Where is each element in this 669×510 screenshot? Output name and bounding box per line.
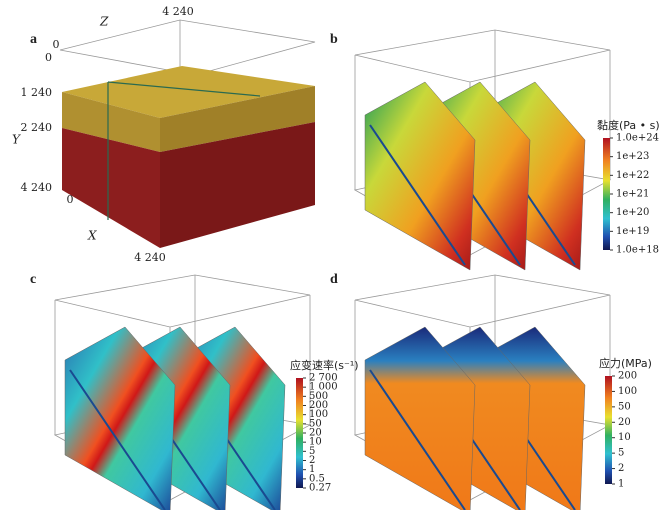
panel-b xyxy=(354,29,611,271)
colorbar-tick-label: 500 xyxy=(309,391,328,402)
colorbar-tick-label: 1 xyxy=(309,464,315,475)
colorbar-tick-label: 2 xyxy=(618,463,624,474)
colorbar-title: 应变速率(s⁻¹) xyxy=(290,358,359,372)
tick-label: 4 240 xyxy=(134,251,166,264)
layer-upper-front xyxy=(62,92,160,152)
colorbar-tick-label: 1.0e+24 xyxy=(616,133,659,144)
tick-label: 2 240 xyxy=(21,121,53,134)
colorbar-tick-label: 200 xyxy=(309,400,328,411)
panel-label: c xyxy=(30,272,36,287)
colorbar-tick-label: 200 xyxy=(618,371,637,382)
colorbar-tick-label: 2 xyxy=(309,455,315,466)
tick-label: 0 xyxy=(45,51,52,64)
colorbar-tick-label: 0.5 xyxy=(309,473,325,484)
section-slice xyxy=(64,326,176,510)
colorbar-tick-label: 1e+20 xyxy=(616,207,649,218)
tick-label: 1 240 xyxy=(21,86,53,99)
fault-trace xyxy=(69,369,166,510)
colorbar xyxy=(605,376,612,484)
layer-lower-front xyxy=(62,128,160,248)
layer-top xyxy=(62,66,315,118)
colorbar-tick-label: 100 xyxy=(309,409,328,420)
section-slice xyxy=(364,81,476,271)
panel-c xyxy=(54,274,311,510)
colorbar-tick-label: 1e+21 xyxy=(616,189,649,200)
layer-upper-side xyxy=(160,86,315,152)
fault-line xyxy=(107,81,261,97)
colorbar-tick-label: 1 xyxy=(618,479,624,490)
axis-label: X xyxy=(87,229,97,243)
colorbar-tick-label: 20 xyxy=(309,428,322,439)
colorbar xyxy=(296,378,303,488)
colorbar xyxy=(603,138,610,250)
tick-label: 0 xyxy=(67,193,74,206)
colorbar-title: 黏度(Pa • s) xyxy=(597,118,660,132)
colorbar-tick-label: 50 xyxy=(309,418,322,429)
tick-label: 4 240 xyxy=(21,181,53,194)
section-slice xyxy=(364,326,476,510)
axis-label: Z xyxy=(99,15,109,29)
colorbar-tick-label: 1.0e+18 xyxy=(616,245,659,256)
panel-label: d xyxy=(330,272,338,287)
layer-lower-side xyxy=(160,122,315,248)
colorbar-tick-label: 2 700 xyxy=(309,373,338,384)
tick-label: 4 240 xyxy=(162,5,194,18)
panel-label: a xyxy=(30,32,37,47)
colorbar-tick-label: 1e+19 xyxy=(616,226,649,237)
colorbar-tick-label: 1e+22 xyxy=(616,170,649,181)
colorbar-tick-label: 10 xyxy=(309,437,322,448)
wire-box xyxy=(59,19,316,76)
colorbar-tick-label: 100 xyxy=(618,386,637,397)
colorbar-tick-label: 1e+23 xyxy=(616,151,649,162)
colorbar-tick-label: 5 xyxy=(618,448,624,459)
fault-trace xyxy=(369,369,466,510)
panel-label: b xyxy=(330,32,338,47)
colorbar-tick-label: 10 xyxy=(618,432,631,443)
colorbar-title: 应力(MPa) xyxy=(599,356,652,370)
axis-label: Y xyxy=(12,133,21,147)
colorbar-tick-label: 50 xyxy=(618,401,631,412)
colorbar-tick-label: 1 000 xyxy=(309,382,338,393)
colorbar-tick-label: 5 xyxy=(309,446,315,457)
fault-trace xyxy=(369,124,466,266)
colorbar-tick-label: 0.27 xyxy=(309,483,331,494)
panel-a: a Z Y X 0 4 240 0 1 240 2 240 4 240 0 4 … xyxy=(12,5,316,264)
colorbar-tick-label: 20 xyxy=(618,417,631,428)
tick-label: 0 xyxy=(53,38,60,51)
panel-d xyxy=(354,274,611,510)
